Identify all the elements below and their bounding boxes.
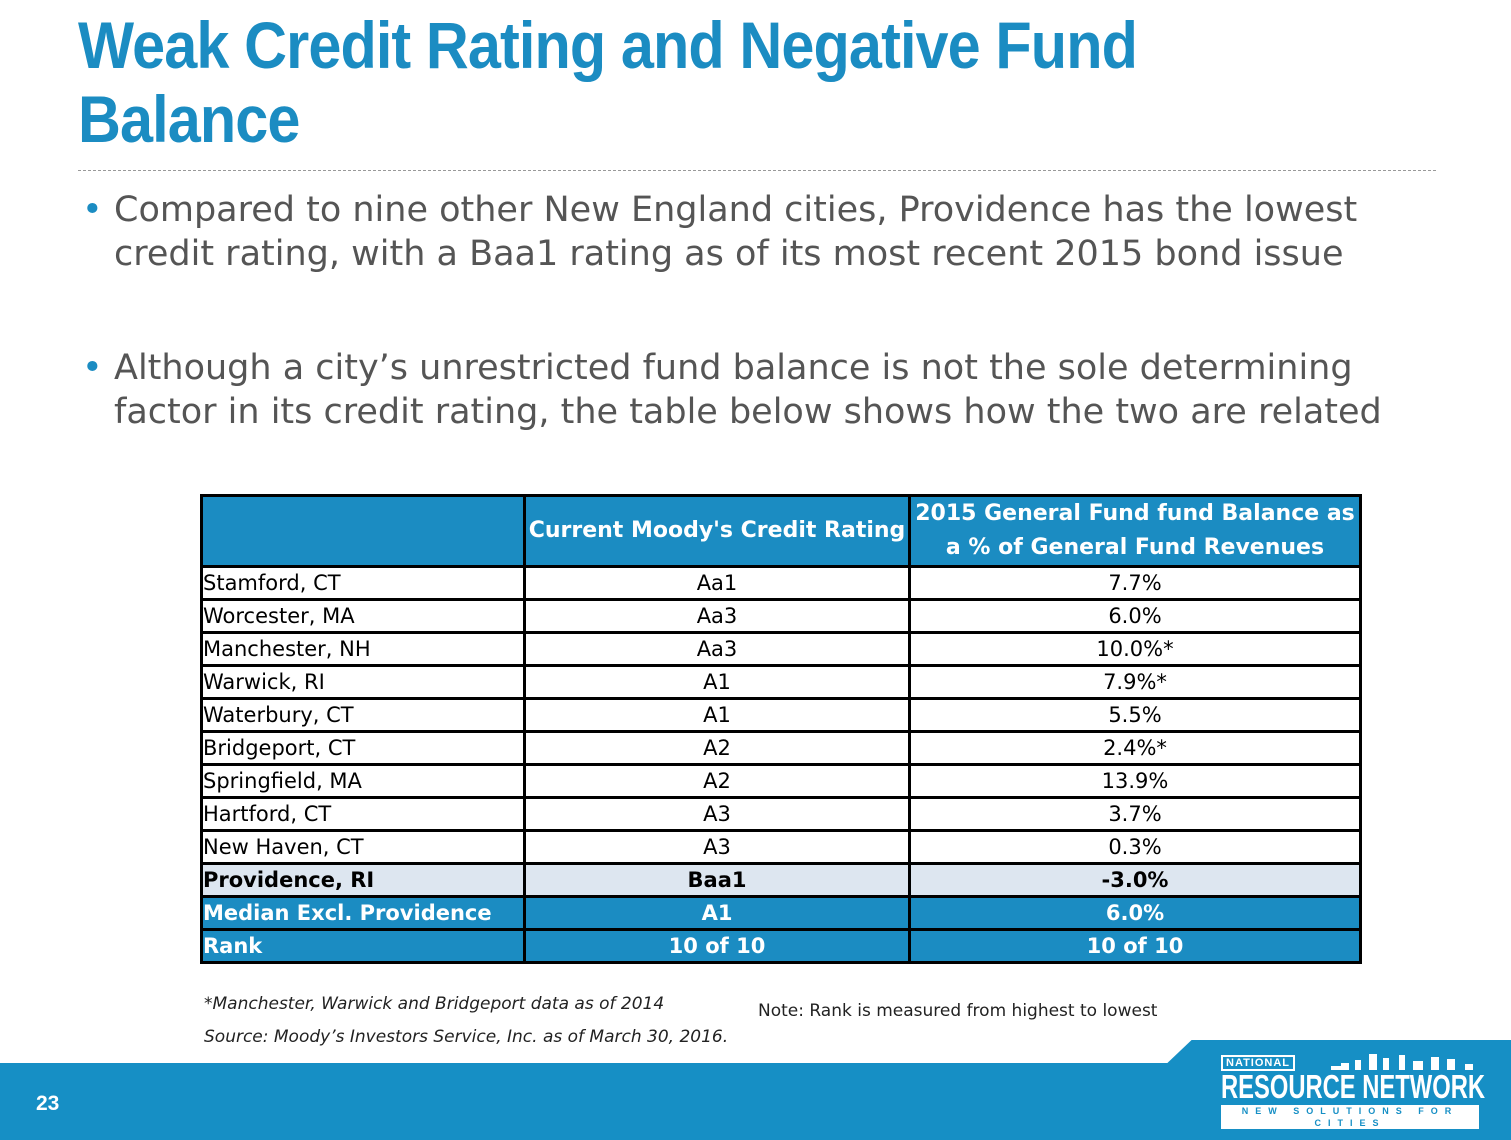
table-row: Springfield, MA A2 13.9% — [200, 763, 1362, 799]
rank-note: Note: Rank is measured from highest to l… — [758, 1001, 1158, 1021]
table-row: Bridgeport, CT A2 2.4%* — [200, 730, 1362, 766]
city-cell: Hartford, CT — [200, 796, 526, 832]
rating-cell: A1 — [523, 697, 911, 733]
nrn-logo: NATIONAL RESOURCE NETWORK NEW SOLUTIONS … — [1221, 1052, 1485, 1129]
bullet-icon: • — [82, 190, 103, 230]
table-row: Providence, RI Baa1 -3.0% — [200, 862, 1362, 898]
table-row: New Haven, CT A3 0.3% — [200, 829, 1362, 865]
fund-balance-cell: -3.0% — [908, 862, 1362, 898]
skyline-icon — [1331, 1054, 1473, 1070]
rating-cell: A2 — [523, 730, 911, 766]
fund-balance-cell: 2.4%* — [908, 730, 1362, 766]
credit-rating-table: Current Moody's Credit Rating 2015 Genera… — [200, 494, 1362, 964]
fund-balance-cell: 10 of 10 — [908, 928, 1362, 964]
fund-balance-cell: 7.7% — [908, 565, 1362, 601]
column-header: 2015 General Fund fund Balance as a % of… — [908, 494, 1362, 568]
city-cell: New Haven, CT — [200, 829, 526, 865]
fund-balance-cell: 7.9%* — [908, 664, 1362, 700]
table-row: Stamford, CT Aa1 7.7% — [200, 565, 1362, 601]
fund-balance-cell: 0.3% — [908, 829, 1362, 865]
rating-cell: A3 — [523, 829, 911, 865]
rating-cell: A1 — [523, 664, 911, 700]
bullet-icon: • — [82, 348, 103, 388]
rating-cell: Aa3 — [523, 598, 911, 634]
fund-balance-cell: 13.9% — [908, 763, 1362, 799]
bullet-text: Compared to nine other New England citie… — [114, 190, 1358, 274]
city-cell: Bridgeport, CT — [200, 730, 526, 766]
city-cell: Worcester, MA — [200, 598, 526, 634]
city-cell: Manchester, NH — [200, 631, 526, 667]
city-cell: Providence, RI — [200, 862, 526, 898]
rating-cell: A3 — [523, 796, 911, 832]
footnote: *Manchester, Warwick and Bridgeport data… — [204, 994, 665, 1014]
bullet-1: • Compared to nine other New England cit… — [82, 188, 1412, 276]
page-number: 23 — [36, 1092, 60, 1115]
fund-balance-cell: 5.5% — [908, 697, 1362, 733]
city-cell: Waterbury, CT — [200, 697, 526, 733]
table-row: Rank 10 of 10 10 of 10 — [200, 928, 1362, 964]
rating-cell: Aa3 — [523, 631, 911, 667]
table-header-row: Current Moody's Credit Rating 2015 Genera… — [200, 494, 1362, 568]
city-cell: Springfield, MA — [200, 763, 526, 799]
city-cell: Median Excl. Providence — [200, 895, 526, 931]
logo-tagline: NEW SOLUTIONS FOR CITIES — [1221, 1105, 1479, 1129]
table-row: Worcester, MA Aa3 6.0% — [200, 598, 1362, 634]
city-cell: Stamford, CT — [200, 565, 526, 601]
logo-top: NATIONAL — [1221, 1055, 1296, 1071]
column-header: Current Moody's Credit Rating — [523, 494, 911, 568]
fund-balance-cell: 6.0% — [908, 598, 1362, 634]
bullet-text: Although a city’s unrestricted fund bala… — [114, 348, 1382, 432]
rating-cell: A1 — [523, 895, 911, 931]
rating-cell: Baa1 — [523, 862, 911, 898]
table-row: Hartford, CT A3 3.7% — [200, 796, 1362, 832]
rating-cell: A2 — [523, 763, 911, 799]
rating-cell: 10 of 10 — [523, 928, 911, 964]
source-note: Source: Moody’s Investors Service, Inc. … — [204, 1027, 729, 1047]
table-row: Waterbury, CT A1 5.5% — [200, 697, 1362, 733]
fund-balance-cell: 10.0%* — [908, 631, 1362, 667]
table-row: Warwick, RI A1 7.9%* — [200, 664, 1362, 700]
rating-cell: Aa1 — [523, 565, 911, 601]
logo-main: RESOURCE NETWORK — [1221, 1068, 1486, 1105]
fund-balance-cell: 6.0% — [908, 895, 1362, 931]
fund-balance-cell: 3.7% — [908, 796, 1362, 832]
city-cell: Rank — [200, 928, 526, 964]
column-header — [200, 494, 526, 568]
slide-title: Weak Credit Rating and Negative Fund Bal… — [78, 8, 1138, 156]
table-row: Median Excl. Providence A1 6.0% — [200, 895, 1362, 931]
city-cell: Warwick, RI — [200, 664, 526, 700]
table-row: Manchester, NH Aa3 10.0%* — [200, 631, 1362, 667]
title-divider — [78, 170, 1436, 171]
bullet-2: • Although a city’s unrestricted fund ba… — [82, 346, 1412, 434]
